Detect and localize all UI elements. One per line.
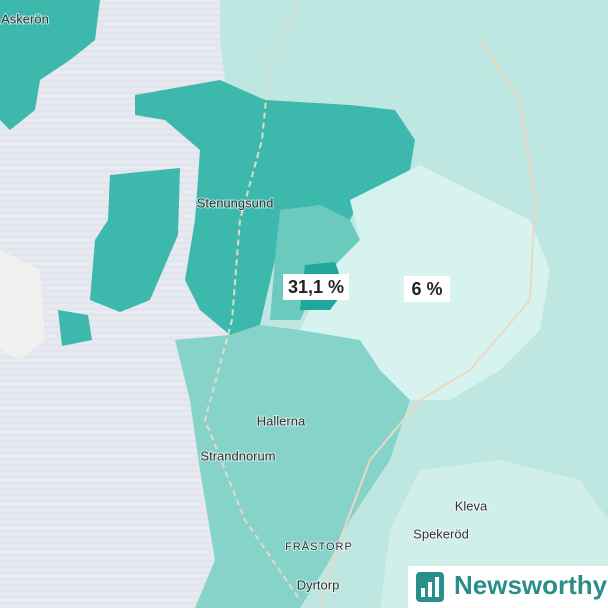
- brand-icon-bar: [421, 588, 425, 597]
- brand-icon-bar: [428, 582, 432, 597]
- region: [175, 325, 410, 608]
- region-value: 6 %: [411, 279, 442, 299]
- label-box: [404, 276, 450, 302]
- place-label: Dyrtorp: [297, 577, 340, 592]
- railway: [203, 0, 301, 601]
- label-box: [283, 274, 349, 300]
- brand-icon-bar: [435, 577, 439, 597]
- island: [90, 168, 180, 312]
- region: [135, 80, 415, 335]
- place-label: Strandnorum: [200, 448, 275, 463]
- place-label: Stenungsund: [197, 195, 274, 210]
- place-label: Askerön: [1, 11, 49, 26]
- road: [319, 39, 537, 608]
- place-label: Hallerna: [257, 413, 306, 428]
- place-label: FRÅSTORP: [285, 540, 353, 553]
- region-value: 31,1 %: [288, 277, 344, 297]
- place-label: Spekeröd: [413, 526, 469, 541]
- brand: Newsworthy: [454, 570, 608, 600]
- land-grey: [0, 250, 45, 360]
- place-label: Kleva: [455, 498, 488, 513]
- island: [0, 0, 100, 130]
- island: [58, 310, 92, 346]
